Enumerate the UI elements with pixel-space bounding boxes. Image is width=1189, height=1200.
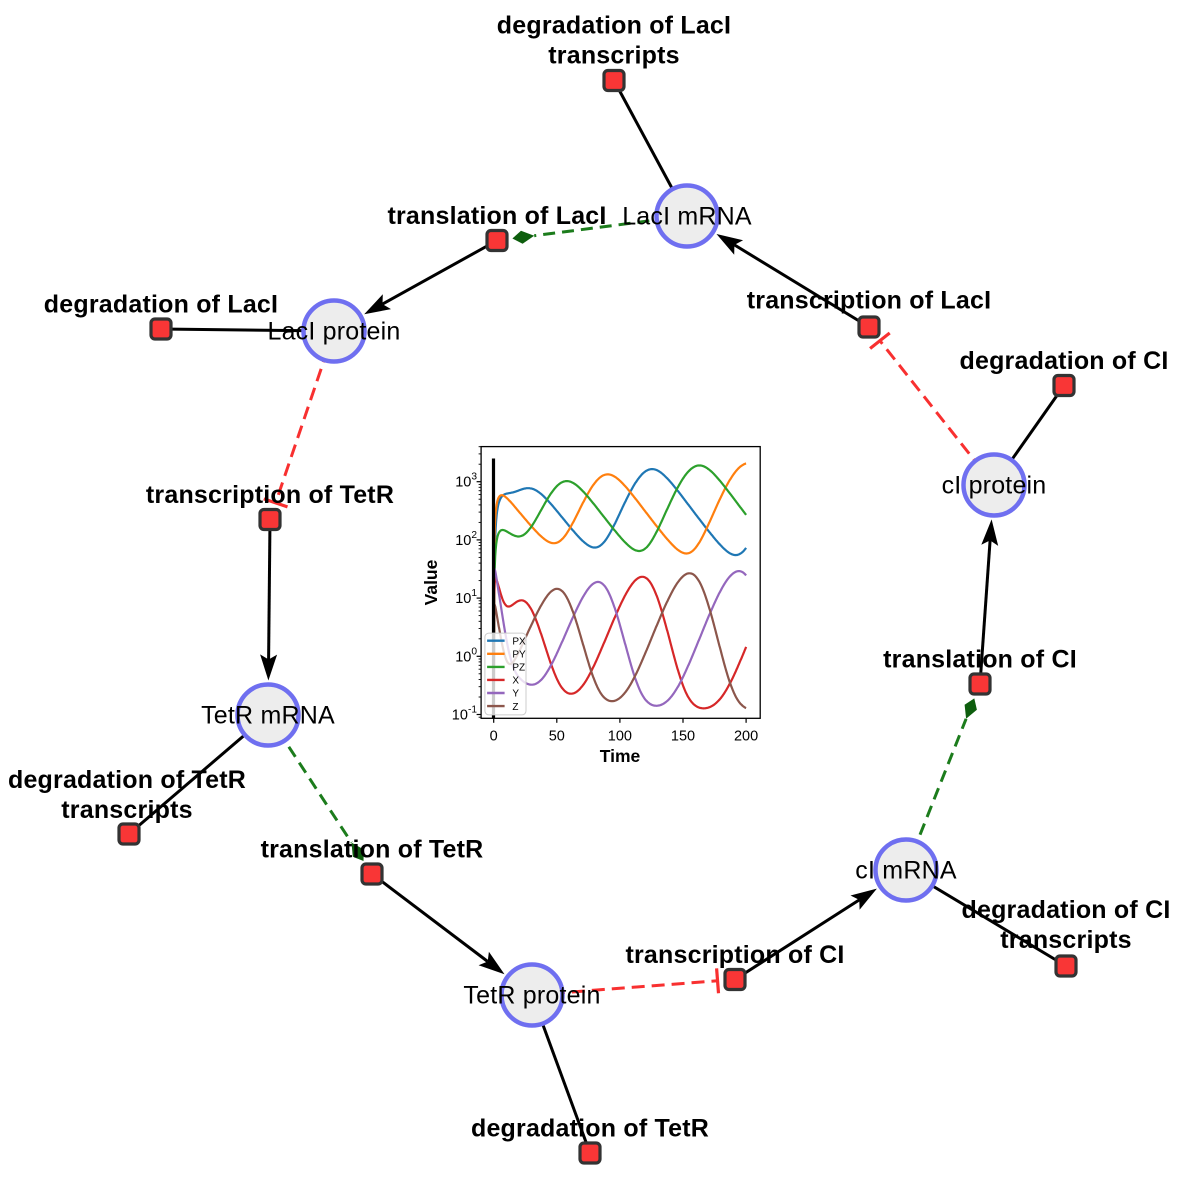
svg-text:PY: PY <box>512 650 526 661</box>
svg-text:100: 100 <box>608 729 632 745</box>
svg-text:translation of CI: translation of CI <box>883 646 1077 674</box>
svg-text:cI mRNA: cI mRNA <box>855 857 957 885</box>
svg-text:transcripts: transcripts <box>61 796 192 824</box>
svg-text:cI protein: cI protein <box>942 472 1047 500</box>
svg-text:transcription of TetR: transcription of TetR <box>146 481 394 509</box>
svg-text:Value: Value <box>421 559 441 605</box>
svg-text:translation of TetR: translation of TetR <box>261 836 484 864</box>
svg-text:TetR protein: TetR protein <box>463 982 600 1010</box>
svg-text:PZ: PZ <box>512 663 525 674</box>
svg-text:transcripts: transcripts <box>548 42 679 70</box>
svg-text:Time: Time <box>600 746 641 766</box>
svg-text:X: X <box>512 676 519 687</box>
svg-text:PX: PX <box>512 636 526 647</box>
svg-text:100: 100 <box>455 646 477 665</box>
svg-text:transcription of CI: transcription of CI <box>625 941 844 969</box>
svg-text:degradation of LacI: degradation of LacI <box>497 12 731 40</box>
svg-text:200: 200 <box>734 729 758 745</box>
svg-text:TetR mRNA: TetR mRNA <box>201 702 335 730</box>
svg-text:150: 150 <box>671 729 695 745</box>
svg-text:101: 101 <box>455 588 477 607</box>
svg-text:102: 102 <box>455 530 477 549</box>
svg-text:50: 50 <box>549 729 565 745</box>
svg-text:transcription of LacI: transcription of LacI <box>747 287 992 315</box>
svg-text:10-1: 10-1 <box>452 705 478 724</box>
svg-text:degradation of CI: degradation of CI <box>962 896 1171 924</box>
svg-text:LacI protein: LacI protein <box>267 318 400 346</box>
svg-text:degradation of CI: degradation of CI <box>960 347 1169 375</box>
svg-text:translation of LacI: translation of LacI <box>387 202 606 230</box>
svg-text:103: 103 <box>455 472 477 491</box>
svg-text:degradation of TetR: degradation of TetR <box>471 1115 709 1143</box>
svg-text:degradation of LacI: degradation of LacI <box>44 291 278 319</box>
svg-text:Z: Z <box>512 702 518 713</box>
svg-text:Y: Y <box>512 689 519 700</box>
svg-text:LacI mRNA: LacI mRNA <box>622 203 752 231</box>
svg-text:transcripts: transcripts <box>1000 926 1131 954</box>
svg-text:0: 0 <box>490 729 498 745</box>
svg-text:degradation of TetR: degradation of TetR <box>8 766 246 794</box>
